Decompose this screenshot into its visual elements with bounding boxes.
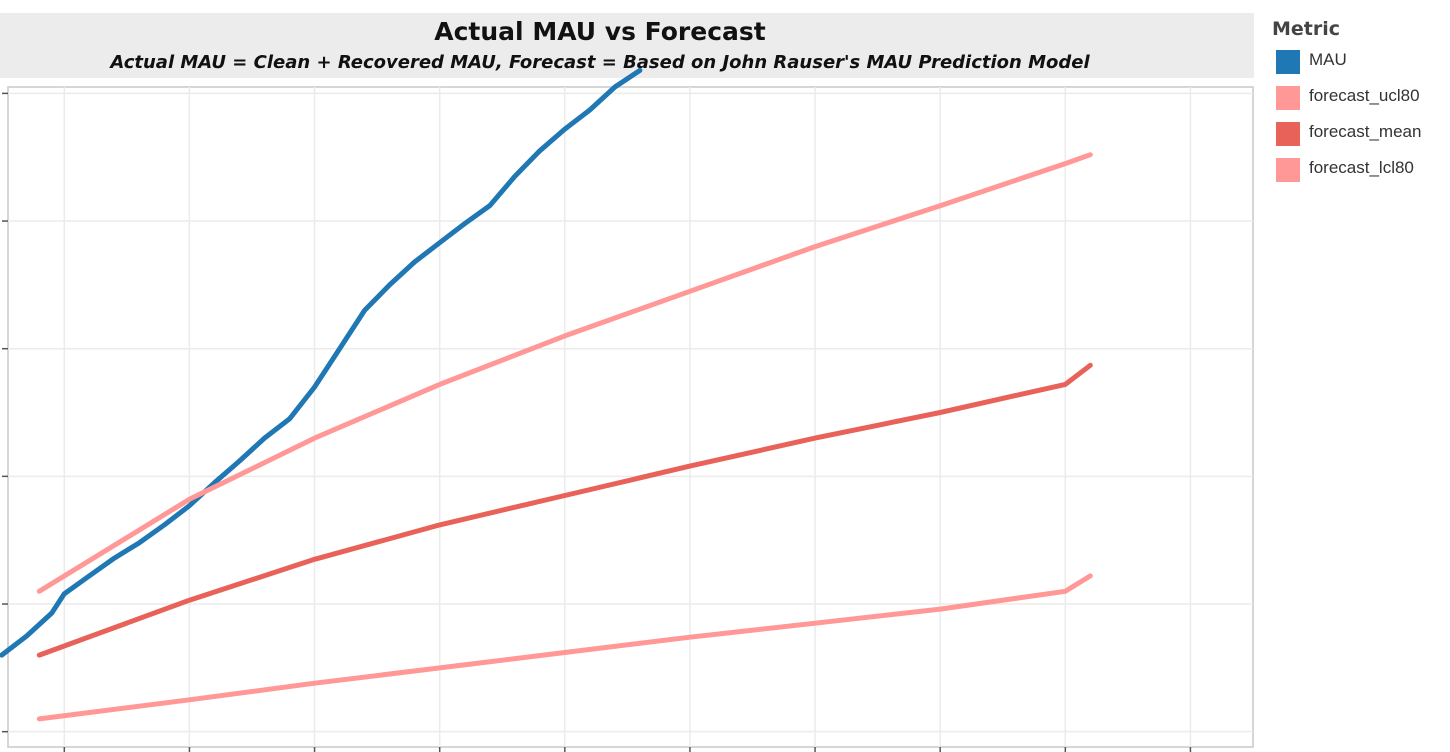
series-line-forecast-mean [36,362,1093,658]
legend-item-forecast-ucl80: forecast_ucl80 [1272,80,1420,116]
legend-swatch-forecast-mean [1276,122,1300,146]
legend-title: Metric [1272,18,1341,40]
series-lines [0,67,1093,722]
chart-subtitle: Actual MAU = Clean + Recovered MAU, Fore… [110,52,1090,73]
legend-swatch-forecast-ucl80 [1276,86,1300,110]
axis-ticks [2,92,1192,752]
legend-label-forecast-mean: forecast_mean [1309,122,1422,141]
legend-swatch-forecast-lcl80 [1276,158,1300,182]
chart-title: Actual MAU vs Forecast [434,17,766,46]
legend-item-mau: MAU [1272,44,1347,80]
legend: Metric MAU forecast_ucl80 forecast_mean … [1272,18,1421,188]
legend-swatch-mau [1276,50,1300,74]
legend-item-forecast-mean: forecast_mean [1272,116,1421,152]
series-line-mau [0,67,643,658]
legend-item-forecast-lcl80: forecast_lcl80 [1272,152,1414,188]
plot-area [0,67,1254,752]
legend-label-forecast-ucl80: forecast_ucl80 [1309,86,1420,105]
legend-label-forecast-lcl80: forecast_lcl80 [1309,158,1414,177]
series-line-forecast-ucl80 [36,152,1093,594]
legend-label-mau: MAU [1309,50,1347,69]
plot-panel-border [7,86,1254,748]
title-band [0,13,1254,78]
series-line-forecast-lcl80 [36,573,1093,722]
